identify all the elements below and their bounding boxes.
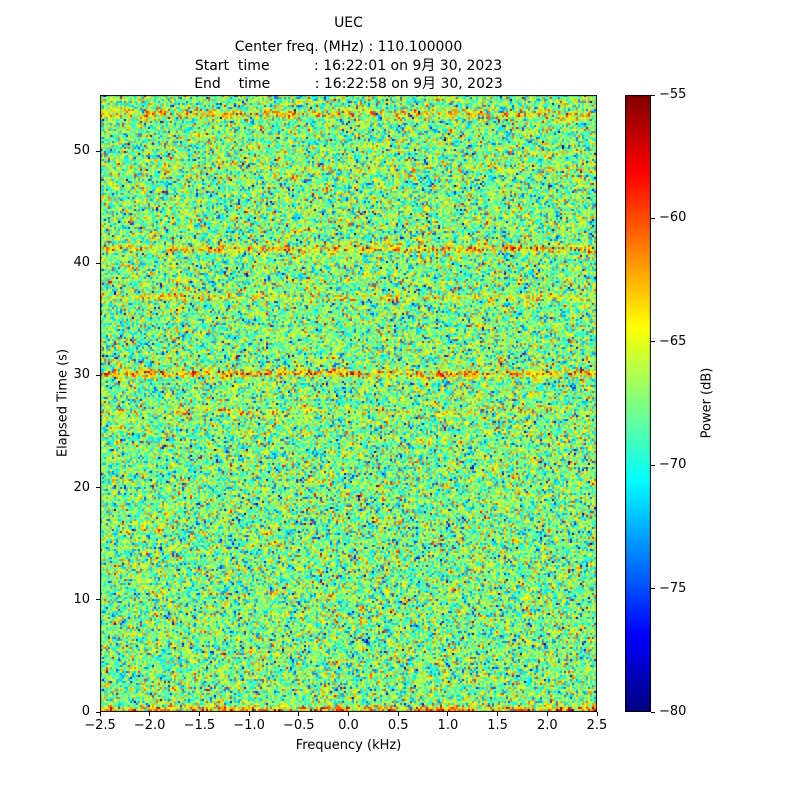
figure-title: UEC — [334, 15, 363, 31]
x-tick-label: −2.0 — [133, 718, 166, 733]
colorbar-label: Power (dB) — [699, 367, 715, 439]
colorbar-tick-label: −70 — [659, 457, 687, 473]
x-axis-label: Frequency (kHz) — [295, 738, 402, 753]
colorbar-canvas — [625, 95, 651, 712]
colorbar-tick — [651, 94, 655, 96]
y-tick — [96, 374, 100, 376]
x-tick-label: 0.0 — [338, 718, 359, 733]
colorbar-tick-label: −60 — [659, 210, 687, 226]
colorbar-tick-label: −55 — [659, 87, 687, 102]
colorbar-tick-label: −75 — [659, 580, 687, 596]
x-tick-label: −2.5 — [84, 718, 116, 733]
x-tick — [447, 712, 449, 716]
subtitle-center-freq: Center freq. (MHz) : 110.100000 — [234, 39, 463, 55]
colorbar-tick-label: −80 — [659, 704, 687, 719]
x-tick — [397, 712, 399, 716]
x-tick-label: −1.5 — [183, 718, 216, 733]
y-tick — [96, 262, 100, 264]
subtitle-end-time: End time : 16:22:58 on 9月 30, 2023 — [194, 76, 503, 92]
spectrogram-canvas — [100, 95, 597, 712]
x-tick — [198, 712, 200, 716]
x-tick-label: 1.0 — [437, 718, 459, 733]
subtitle-start-time: Start time : 16:22:01 on 9月 30, 2023 — [194, 58, 503, 74]
colorbar-tick — [651, 711, 655, 713]
x-tick — [99, 712, 101, 716]
x-tick-label: 2.0 — [536, 718, 558, 733]
colorbar-tick — [651, 588, 655, 590]
x-tick — [298, 712, 300, 716]
colorbar-tick — [651, 341, 655, 343]
x-tick-label: 0.5 — [387, 718, 409, 733]
y-tick-label: 10 — [73, 591, 90, 607]
colorbar-tick-label: −65 — [659, 333, 687, 349]
colorbar-tick — [651, 464, 655, 466]
x-tick — [596, 712, 598, 716]
x-tick-label: 2.5 — [586, 718, 608, 733]
x-tick-label: −0.5 — [283, 718, 315, 733]
x-tick-label: −1.0 — [233, 718, 265, 733]
y-tick-label: 30 — [73, 367, 90, 383]
y-tick-label: 20 — [73, 479, 90, 495]
y-tick-label: 50 — [73, 143, 90, 159]
x-tick-label: 1.5 — [487, 718, 508, 733]
y-axis-label: Elapsed Time (s) — [55, 348, 71, 458]
x-tick — [546, 712, 548, 716]
y-tick — [96, 711, 100, 713]
x-tick — [348, 712, 349, 716]
y-tick — [96, 487, 100, 489]
x-tick — [149, 712, 151, 716]
x-tick — [248, 712, 250, 716]
y-tick-label: 0 — [81, 704, 90, 719]
y-tick-label: 40 — [73, 255, 90, 271]
y-tick — [96, 150, 100, 152]
x-tick — [497, 712, 499, 716]
y-tick — [96, 599, 100, 601]
colorbar-tick — [651, 217, 655, 219]
